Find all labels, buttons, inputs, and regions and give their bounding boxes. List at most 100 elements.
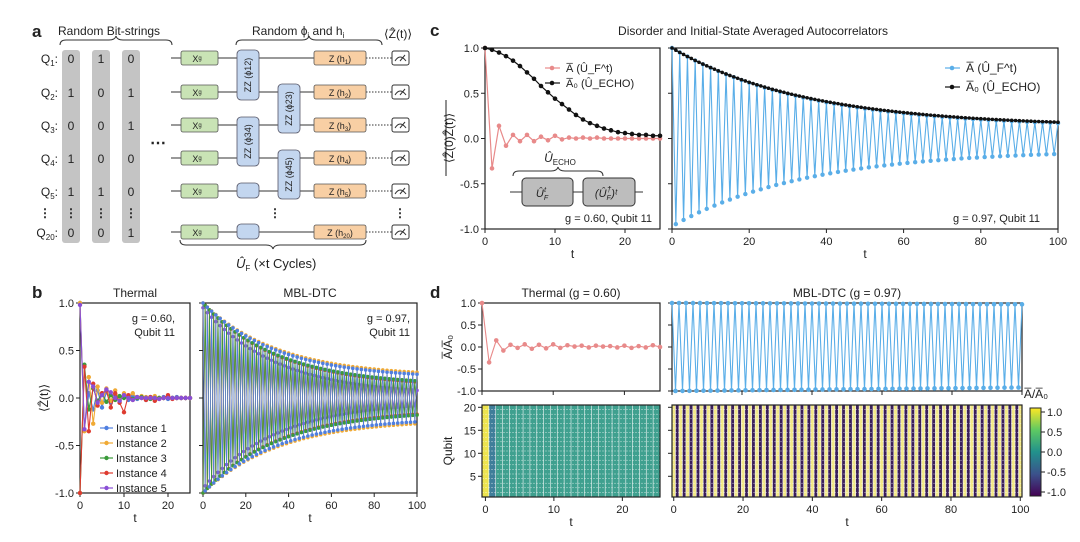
data-point [704, 300, 710, 306]
data-point [614, 345, 620, 350]
data-point [408, 420, 413, 424]
data-point [130, 397, 135, 403]
data-point [331, 414, 336, 418]
data-point [333, 363, 338, 368]
data-point [187, 395, 193, 401]
data-point [250, 454, 255, 459]
data-point [735, 194, 740, 199]
data-point [990, 154, 995, 159]
g: g [198, 189, 201, 195]
data-point [799, 387, 804, 392]
data-point [924, 112, 929, 117]
g: g [198, 156, 201, 162]
data-point [949, 301, 955, 307]
heatmap-column [786, 405, 791, 497]
data-point [1040, 119, 1045, 124]
heatmap-column [855, 405, 860, 497]
data-point [346, 365, 351, 370]
legend-marker [949, 84, 955, 90]
x-tick-label: 0 [669, 236, 675, 248]
data-point [402, 371, 406, 376]
data-point [816, 301, 822, 306]
data-point [650, 133, 656, 139]
data-point [338, 364, 342, 369]
data-point [126, 395, 131, 401]
data-point [99, 400, 105, 405]
colorbar: A̅/A̅₀ 1.0 0.5 0.0 -0.5 -1.0 [1024, 387, 1066, 499]
x-tick-label: 0 [200, 500, 206, 512]
sub: ECHO [553, 158, 576, 167]
data-point [273, 439, 278, 444]
data-point [959, 115, 964, 120]
data-point [774, 301, 780, 306]
heatmap-column [945, 405, 950, 497]
u: (Û [595, 187, 607, 200]
data-point [524, 70, 530, 75]
data-point [669, 300, 675, 306]
data-point [724, 72, 728, 76]
data-point [363, 368, 368, 372]
data-point [732, 300, 738, 306]
z-gate [313, 183, 367, 199]
heatmap-column [696, 405, 701, 497]
data-point [1029, 119, 1033, 124]
data-point [757, 387, 762, 393]
y-tick-label: -1.0 [457, 386, 476, 398]
qubit-name: Q [36, 226, 45, 240]
data-point [370, 423, 374, 428]
data-point [77, 302, 83, 308]
data-point [594, 123, 600, 129]
x: X [192, 54, 198, 64]
data-point [318, 431, 323, 435]
data-point [393, 414, 398, 419]
data-point [956, 301, 962, 307]
panel-d: d -1.0 -0.5 0.0 0.5 1.0 Thermal (g = 0.60) A̅/… [430, 283, 1066, 529]
data-point [820, 99, 825, 103]
data-point [363, 417, 368, 422]
data-point [820, 387, 825, 392]
legend-label: Instance 1 [116, 423, 167, 435]
data-point [975, 116, 979, 121]
data-point [291, 354, 295, 358]
bitstrings-title: Random Bit-strings [58, 24, 160, 38]
data-point [353, 372, 357, 377]
data-point [306, 363, 310, 368]
y-tick-label: 1.0 [461, 298, 476, 310]
data-point [767, 301, 773, 306]
bit-value: 0 [128, 52, 135, 66]
data-point [1036, 119, 1041, 124]
bit-value: 0 [68, 226, 75, 240]
data-point [203, 489, 207, 493]
vdots: ⋮ [125, 206, 137, 220]
data-point [413, 420, 417, 424]
data-point [342, 421, 347, 425]
data-point [404, 378, 409, 382]
data-point [830, 301, 836, 306]
data-point [928, 113, 933, 117]
data-point [293, 359, 297, 364]
data-point [207, 484, 212, 489]
colon: : [55, 52, 58, 66]
data-point [622, 343, 627, 348]
heatmap-column [723, 405, 728, 497]
echo-box-reverse [582, 177, 636, 207]
z-gate [313, 150, 367, 166]
bit-value: 1 [68, 152, 75, 166]
data-point [496, 50, 502, 55]
data-point [282, 351, 287, 355]
idx: 20 [343, 234, 350, 240]
data-point [493, 338, 499, 343]
data-point [836, 101, 840, 106]
qubit-name: Q [41, 152, 50, 166]
data-point [318, 366, 323, 371]
data-point [566, 107, 572, 112]
data-point [693, 58, 697, 63]
meter-needle-icon [394, 54, 407, 62]
heatmap-column [900, 405, 905, 497]
data-point [263, 347, 267, 352]
z: Z (h [329, 154, 345, 164]
data-point [348, 372, 353, 376]
data-point [866, 165, 872, 170]
data-point [303, 357, 308, 362]
data-point [91, 384, 96, 389]
